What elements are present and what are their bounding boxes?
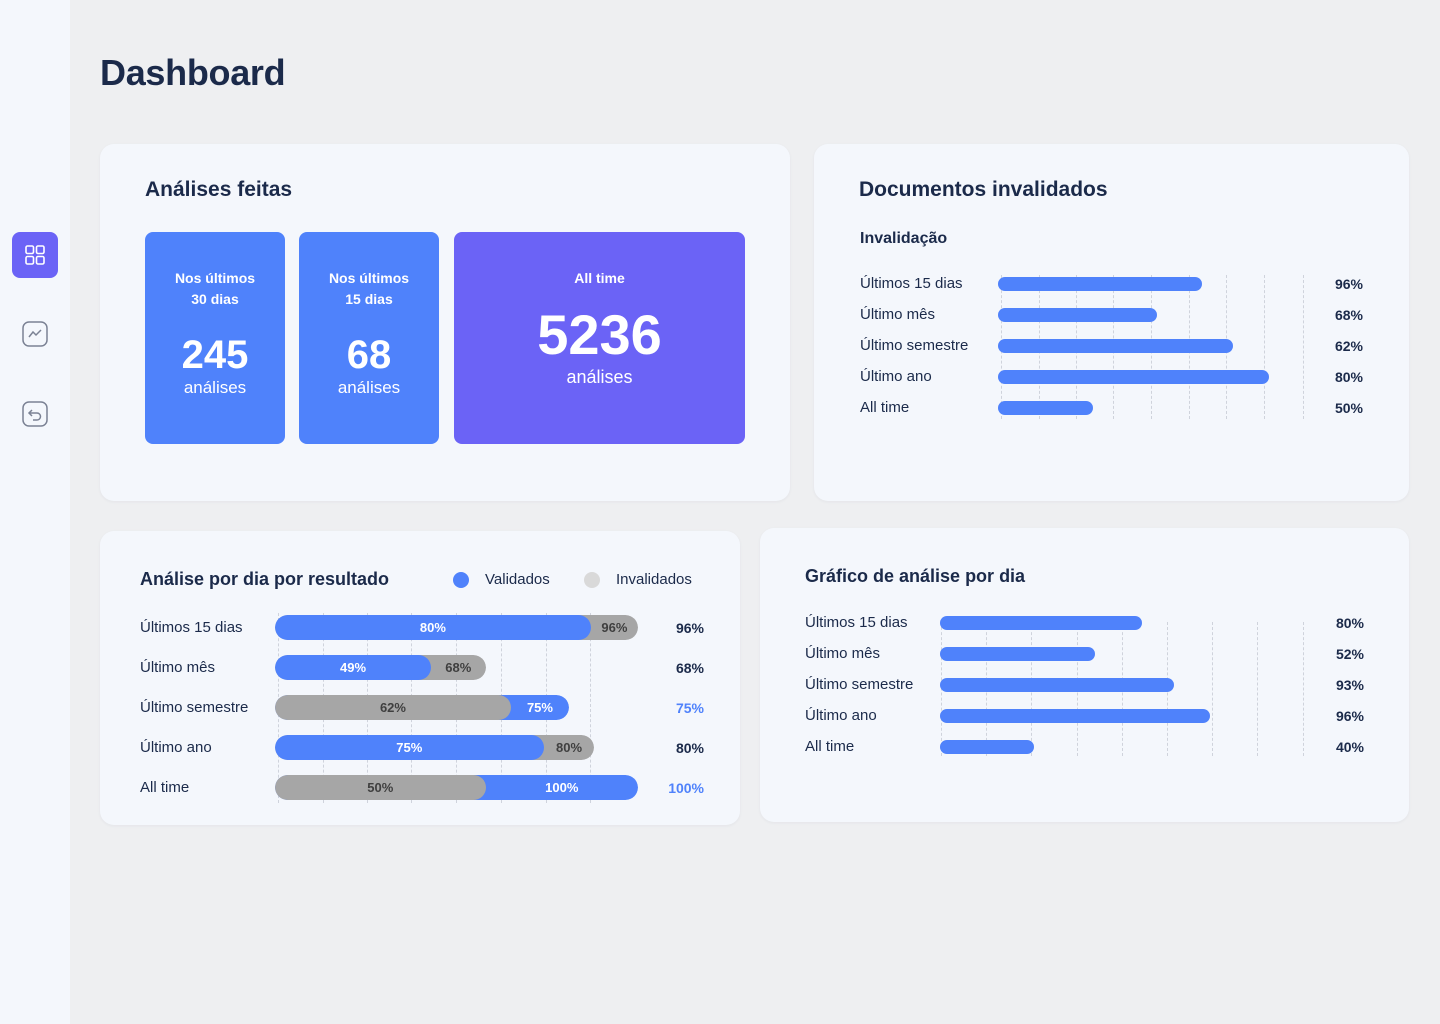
tile-all-time: All time 5236 análises (454, 232, 745, 444)
segment-label: 68% (445, 660, 472, 675)
row-value: 80% (1334, 369, 1363, 385)
row-value: 50% (1334, 400, 1363, 416)
analises-title: Análises feitas (145, 178, 293, 201)
resultado-title: Análise por dia por resultado (140, 569, 390, 589)
stacked-bar: 100% 50% (275, 775, 638, 800)
row-label: Últimos 15 dias (140, 619, 243, 636)
bar (940, 740, 1034, 754)
row-value: 75% (675, 700, 704, 716)
nav-dashboard-button[interactable] (12, 232, 58, 278)
row-label: Último mês (860, 306, 936, 323)
row-value: 52% (1335, 646, 1364, 662)
legend-validados: Validados (453, 571, 550, 588)
row-label: Últimos 15 dias (805, 614, 908, 631)
bar (998, 277, 1203, 291)
bar-segment: 80% (275, 615, 591, 640)
gridline (1257, 622, 1258, 756)
row-label: Últimos 15 dias (860, 275, 963, 292)
bar-segment: 75% (275, 735, 544, 760)
segment-label: 75% (526, 700, 553, 715)
legend-invalidados: Invalidados (584, 571, 692, 588)
gridline (1212, 622, 1213, 756)
chart-icon (22, 321, 48, 347)
stacked-bar: 80% 75% (275, 735, 595, 760)
bar-segment: 50% (275, 775, 486, 800)
row-value: 93% (1335, 677, 1364, 693)
row-value: 96% (1335, 708, 1364, 724)
grid-icon (25, 245, 45, 265)
stacked-bar: 68% 49% (275, 655, 486, 680)
gridline (1303, 622, 1304, 756)
gridline (590, 613, 591, 803)
row-value: 100% (668, 780, 704, 796)
row-label: Último semestre (860, 337, 969, 354)
grafico-title: Gráfico de análise por dia (805, 566, 1026, 586)
tile-unit: análises (183, 378, 247, 397)
tile-value: 245 (181, 333, 249, 377)
row-value: 68% (1334, 307, 1363, 323)
tile-label: Nos últimos 15 dias (328, 270, 410, 307)
invalidados-dot (584, 571, 600, 588)
tile-15-dias: Nos últimos 15 dias 68 análises (299, 232, 439, 444)
row-label: Último mês (805, 645, 881, 662)
bar (940, 616, 1142, 630)
segment-label: 96% (601, 620, 628, 635)
analises-card: Análises feitas Nos últimos 30 dias 245 … (100, 144, 790, 501)
legend-label: Validados (485, 571, 550, 588)
tile-30-dias: Nos últimos 30 dias 245 análises (145, 232, 285, 444)
row-value: 40% (1335, 739, 1364, 755)
tile-label: All time (574, 270, 625, 286)
row-label: Último ano (860, 368, 932, 385)
invalidacao-subtitle: Invalidação (860, 230, 948, 247)
tile-value: 68 (346, 333, 392, 377)
gridline (1264, 275, 1265, 419)
documentos-card: Documentos invalidados Invalidação Últim… (814, 144, 1409, 501)
bar (998, 308, 1157, 322)
tile-value: 5236 (537, 303, 662, 366)
row-value: 68% (675, 660, 704, 676)
segment-label: 80% (556, 740, 583, 755)
resultado-card: Análise por dia por resultado Validados … (100, 531, 740, 825)
row-label: All time (140, 779, 190, 796)
segment-label: 100% (545, 780, 579, 795)
nav-back-button[interactable] (12, 391, 58, 437)
validados-dot (453, 571, 469, 588)
bar (998, 339, 1233, 353)
row-label: Último mês (140, 659, 216, 676)
grafico-card: Gráfico de análise por dia Últimos 15 di… (760, 528, 1409, 822)
bar (940, 709, 1210, 723)
row-value: 96% (1334, 276, 1363, 292)
row-label: Último semestre (140, 699, 249, 716)
tile-unit: análises (566, 367, 633, 387)
sidebar (0, 0, 70, 1024)
tile-unit: análises (337, 378, 401, 397)
row-value: 96% (675, 620, 704, 636)
bar (998, 370, 1270, 384)
row-label: Último semestre (805, 676, 914, 693)
row-value: 62% (1334, 338, 1363, 354)
row-label: Último ano (805, 707, 877, 724)
page-title: Dashboard (100, 52, 286, 93)
row-label: All time (860, 399, 910, 416)
row-label: All time (805, 738, 855, 755)
bar-segment: 62% (275, 695, 511, 720)
row-value: 80% (1335, 615, 1364, 631)
documentos-title: Documentos invalidados (859, 178, 1108, 201)
row-value: 80% (675, 740, 704, 756)
bar (998, 401, 1093, 415)
bar (940, 678, 1174, 692)
bar (940, 647, 1095, 661)
bar-segment: 49% (275, 655, 432, 680)
stacked-bar: 96% 80% (275, 615, 638, 640)
undo-icon (22, 401, 48, 427)
tile-label: Nos últimos 30 dias (174, 270, 256, 307)
gridline (1303, 275, 1304, 419)
row-label: Último ano (140, 739, 212, 756)
legend-label: Invalidados (616, 571, 692, 588)
nav-trends-button[interactable] (12, 311, 58, 357)
stacked-bar: 75% 62% (275, 695, 570, 720)
